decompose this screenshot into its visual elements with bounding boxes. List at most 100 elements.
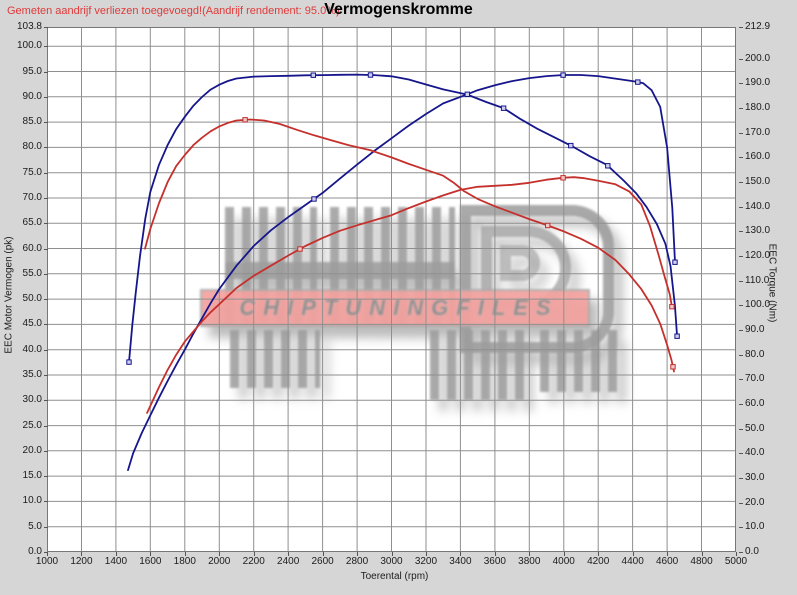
data-point-marker [560,72,566,78]
x-tick-label: 3400 [438,552,482,567]
watermark-h-crossbar [225,262,455,279]
y-left-tick-label: 0.0 [2,546,48,558]
x-tick-label: 1000 [25,552,69,567]
y-left-tick-label: 85.0 [2,116,48,128]
y-right-tick-label: 0.0 [739,546,759,558]
y-right-tick-label: 100.0 [739,299,770,311]
y-right-tick-label: 130.0 [739,225,770,237]
x-tick-label: 2400 [266,552,310,567]
y-left-tick-label: 100.0 [2,40,48,52]
watermark-letter-p-inner [500,245,540,281]
y-left-tick-label: 45.0 [2,318,48,330]
x-tick-label: 4000 [542,552,586,567]
data-point-marker [367,72,374,78]
y-right-tick-label: 40.0 [739,447,764,459]
y-left-tick-label: 75.0 [2,167,48,179]
data-point-marker [568,142,574,149]
x-tick-label: 5000 [714,552,758,567]
y-left-tick-label: 10.0 [2,495,48,507]
y-right-tick-label: 90.0 [739,324,764,336]
y-left-tick-label: 35.0 [2,369,48,381]
x-tick-label: 1200 [59,552,103,567]
x-tick-label: 2600 [301,552,345,567]
y-left-tick-label: 80.0 [2,141,48,153]
data-point-marker [670,364,676,370]
y-right-tick-label: 160.0 [739,151,770,163]
y-right-tick-label: 80.0 [739,349,764,361]
y-right-tick-label: 70.0 [739,373,764,385]
x-tick-label: 2800 [335,552,379,567]
series-blue_torque_nm [128,73,678,363]
y-axis-left-title: EEC Motor Vermogen (pk) [3,236,15,354]
y-axis-right-title: EEC Torque (Nm) [766,243,778,323]
chart-title: Vermogenskromme [324,1,473,18]
data-point-marker [126,359,132,365]
data-point-marker [560,175,566,181]
y-right-tick-label: 10.0 [739,521,764,533]
series-blue_power_pk [127,74,676,471]
watermark-stripes-bottom-right [540,330,625,392]
x-tick-label: 4200 [576,552,620,567]
data-point-marker [669,304,675,310]
y-right-tick-label: 190.0 [739,77,770,89]
y-right-tick-label: 110.0 [739,275,769,287]
y-left-tick-label: 25.0 [2,420,48,432]
y-right-tick-label: 200.0 [739,53,770,65]
chart-canvas [47,27,736,552]
y-right-tick-label: 212.9 [739,21,770,33]
x-tick-label: 2000 [197,552,241,567]
y-left-tick-label: 50.0 [2,293,48,305]
watermark-stripes-bottom-mid [430,330,530,400]
y-left-tick-label: 70.0 [2,192,48,204]
y-right-tick-label: 30.0 [739,472,764,484]
y-left-tick-label: 60.0 [2,243,48,255]
y-right-tick-label: 60.0 [739,398,764,410]
x-axis-title: Toerental (rpm) [360,571,429,582]
x-tick-label: 3600 [473,552,517,567]
data-point-marker [545,222,551,229]
data-point-marker [674,333,680,339]
y-right-tick-label: 120.0 [739,250,770,262]
y-right-tick-label: 50.0 [739,423,764,435]
y-left-tick-label: 20.0 [2,445,48,457]
x-tick-label: 3000 [370,552,414,567]
y-left-tick-label: 30.0 [2,394,48,406]
y-right-tick-label: 150.0 [739,176,770,188]
x-tick-label: 1600 [128,552,172,567]
x-tick-label: 1400 [94,552,138,567]
data-point-marker [500,105,507,111]
drivetrain-loss-warning: Gemeten aandrijf verliezen toegevoegd!(A… [7,5,340,17]
x-tick-label: 1800 [163,552,207,567]
x-tick-label: 4800 [680,552,724,567]
series-red_torque_nm [144,118,675,373]
y-left-tick-label: 90.0 [2,91,48,103]
x-tick-label: 2200 [232,552,276,567]
y-left-tick-label: 55.0 [2,268,48,280]
data-point-marker [310,72,317,78]
plot-area: CHIPTUNINGFILES [47,27,736,552]
series-red_power_pk [146,176,673,414]
data-point-marker [464,91,471,97]
x-tick-label: 3800 [507,552,551,567]
data-point-marker [605,163,611,169]
data-point-marker [242,117,248,123]
watermark-stripes-bottom-left [230,330,320,388]
y-right-tick-label: 140.0 [739,201,770,213]
y-right-tick-label: 180.0 [739,102,770,114]
y-right-tick-label: 170.0 [739,127,770,139]
y-right-tick-label: 20.0 [739,497,764,509]
x-tick-label: 4600 [645,552,689,567]
x-tick-label: 3200 [404,552,448,567]
y-left-tick-label: 5.0 [2,521,48,533]
y-left-tick-label: 15.0 [2,470,48,482]
y-left-tick-label: 103.8 [2,21,48,33]
data-point-marker [672,259,678,265]
x-tick-label: 4400 [611,552,655,567]
y-left-tick-label: 40.0 [2,344,48,356]
data-point-marker [635,79,641,85]
data-point-marker [297,246,303,252]
y-left-tick-label: 65.0 [2,217,48,229]
data-point-marker [311,196,317,202]
y-left-tick-label: 95.0 [2,66,48,78]
